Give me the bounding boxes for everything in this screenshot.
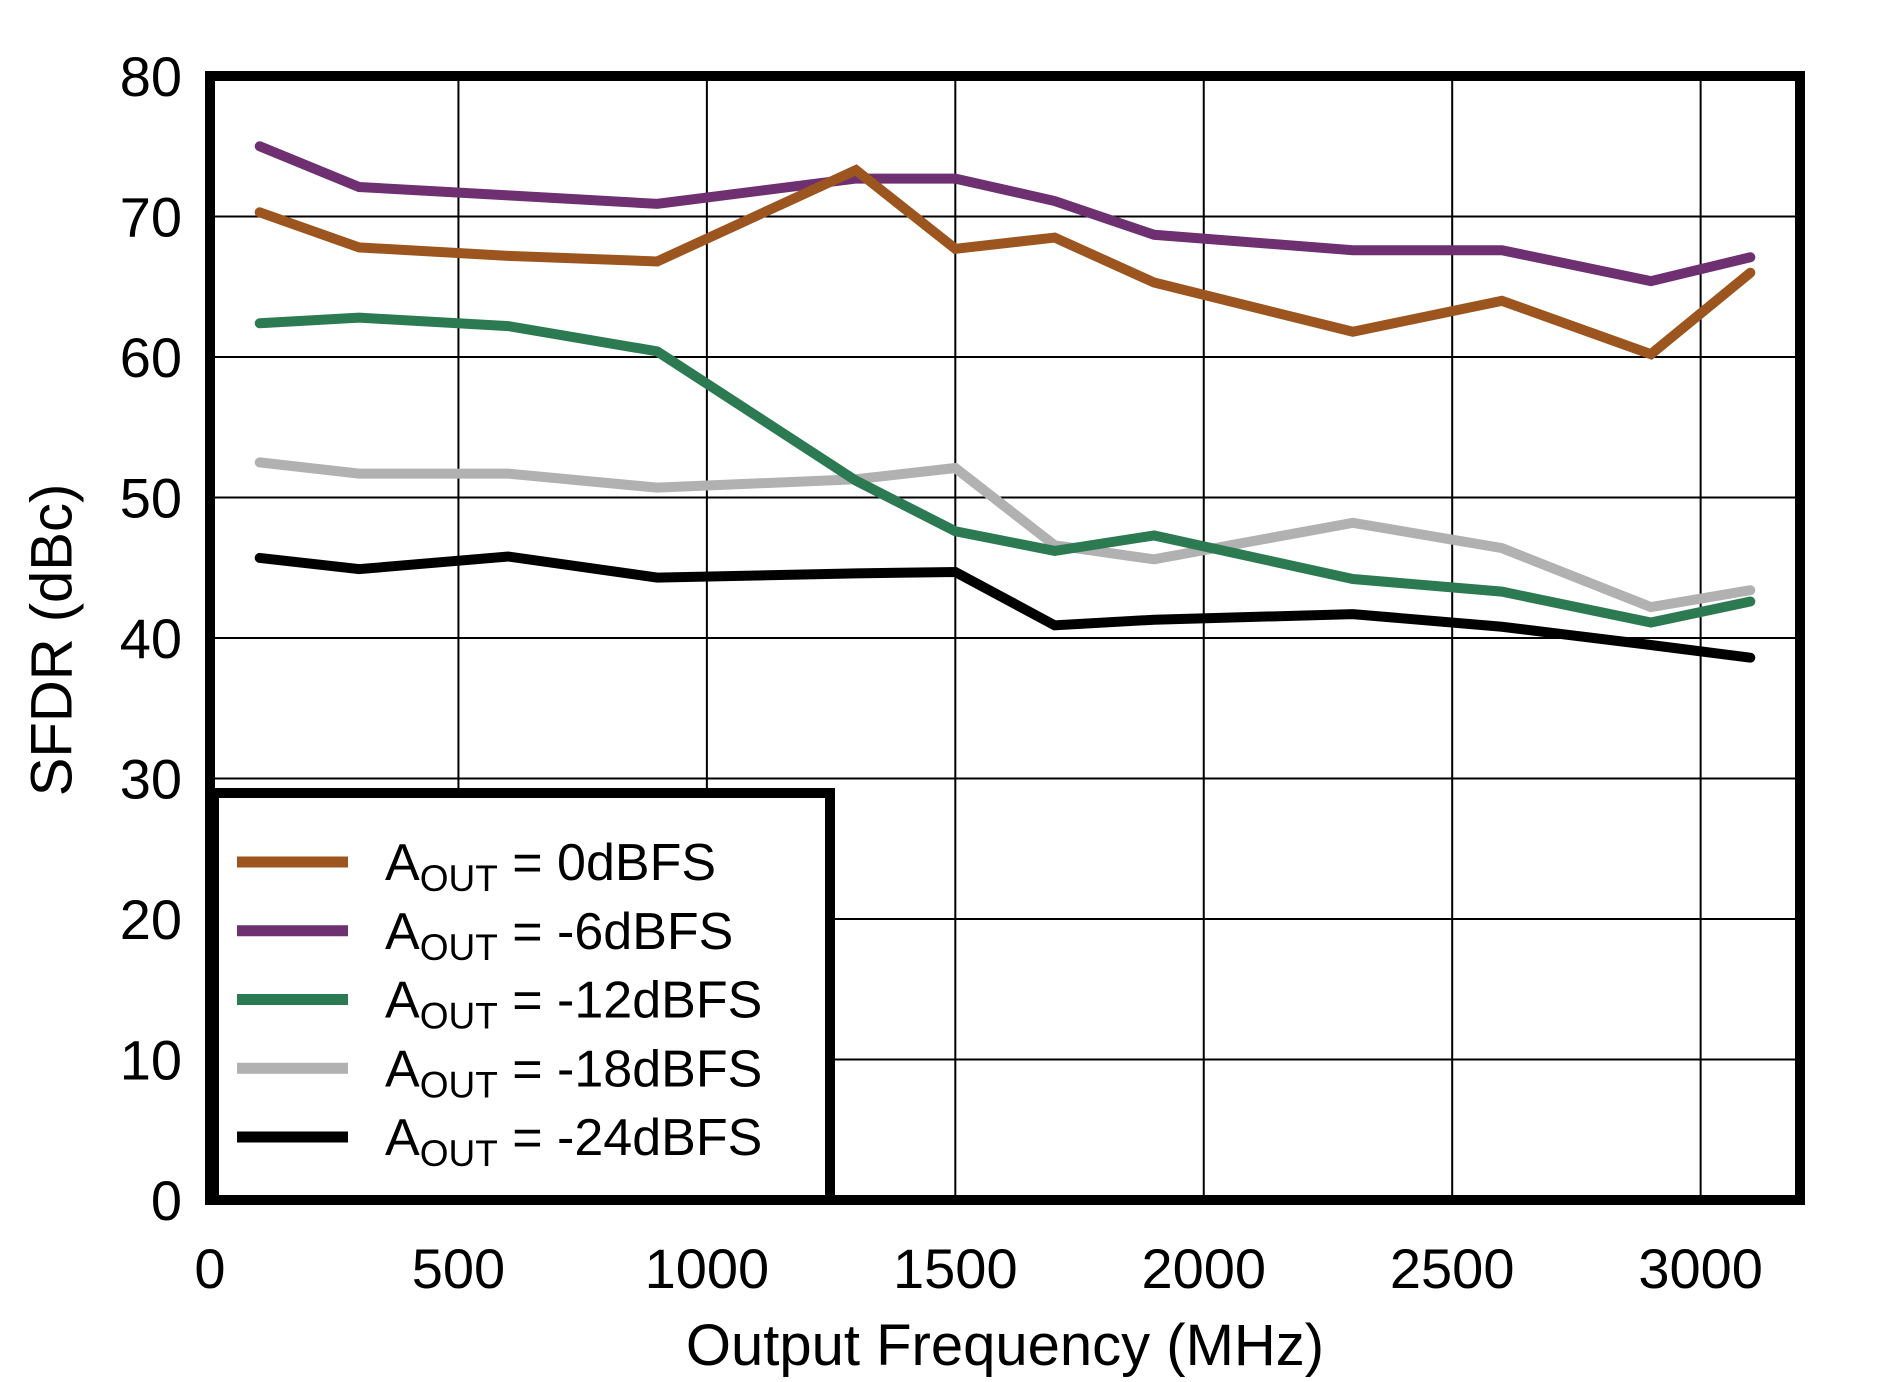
y-tick-label-20: 20 bbox=[120, 888, 182, 951]
x-tick-label-500: 500 bbox=[412, 1237, 505, 1300]
legend-label--12dbfs: AOUT = -12dBFS bbox=[385, 972, 762, 1037]
series-line--24dbfs-aout bbox=[254, 551, 1756, 663]
y-axis-title: SFDR (dBc) bbox=[19, 483, 85, 797]
x-tick-label-2500: 2500 bbox=[1390, 1237, 1515, 1300]
legend-label-0dbfs: AOUT = 0dBFS bbox=[385, 834, 716, 899]
series-lines bbox=[254, 141, 1756, 663]
series-line--6dbfs-aout bbox=[254, 141, 1756, 287]
y-tick-label-40: 40 bbox=[120, 607, 182, 670]
tick-labels: 0 10 20 30 40 50 60 70 80 0 500 1000 1500 2000 2500 300… bbox=[120, 45, 1763, 1300]
x-tick-label-3000: 3000 bbox=[1638, 1237, 1763, 1300]
y-tick-label-60: 60 bbox=[120, 326, 182, 389]
legend-label--24dbfs: AOUT = -24dBFS bbox=[385, 1109, 762, 1174]
x-tick-label-1500: 1500 bbox=[893, 1237, 1018, 1300]
x-tick-label-0: 0 bbox=[194, 1237, 225, 1300]
legend-label--18dbfs: AOUT = -18dBFS bbox=[385, 1040, 762, 1105]
x-tick-label-2000: 2000 bbox=[1141, 1237, 1266, 1300]
gridlines bbox=[210, 76, 1800, 1200]
series-line--12dbfs-aout bbox=[254, 312, 1756, 628]
y-tick-label-10: 10 bbox=[120, 1029, 182, 1092]
series-line-0dbfs-aout bbox=[254, 164, 1756, 360]
x-axis-title: Output Frequency (MHz) bbox=[685, 1313, 1325, 1378]
plot-frame bbox=[205, 71, 1805, 1205]
y-tick-label-50: 50 bbox=[120, 467, 182, 530]
y-tick-label-0: 0 bbox=[151, 1169, 182, 1232]
y-tick-label-70: 70 bbox=[120, 186, 182, 249]
series-line--18dbfs-aout bbox=[254, 457, 1756, 613]
x-tick-label-1000: 1000 bbox=[645, 1237, 770, 1300]
legend-label--6dbfs: AOUT = -6dBFS bbox=[385, 903, 733, 968]
y-tick-label-80: 80 bbox=[120, 45, 182, 108]
y-tick-label-30: 30 bbox=[120, 748, 182, 811]
